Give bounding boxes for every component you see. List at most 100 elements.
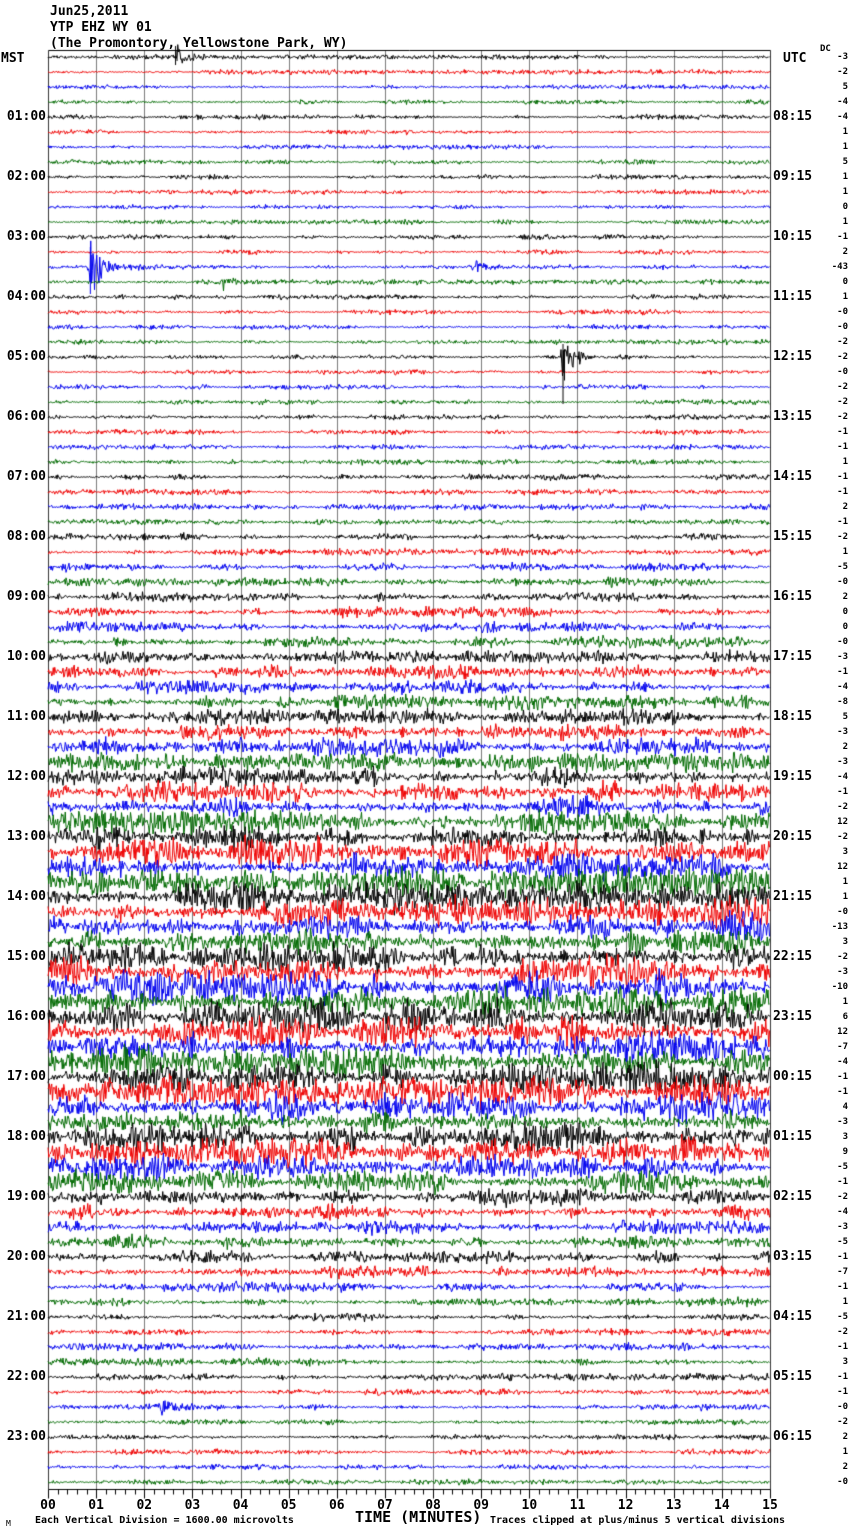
utc-hour-label: 12:15: [773, 349, 813, 364]
minute-tick-label: 14: [714, 1498, 730, 1513]
dc-offset-value: 0: [842, 277, 848, 287]
dc-offset-value: -2: [837, 382, 848, 392]
utc-hour-label: 19:15: [773, 769, 813, 784]
dc-offset-value: 5: [842, 157, 848, 167]
title-date: Jun25,2011: [50, 4, 129, 19]
minute-tick-label: 04: [232, 1498, 249, 1513]
dc-offset-value: 1: [842, 457, 848, 467]
dc-offset-value: -2: [837, 802, 848, 812]
dc-offset-value: -2: [837, 352, 848, 362]
mst-hour-label: 04:00: [6, 289, 46, 304]
mst-hour-label: 13:00: [6, 829, 46, 844]
dc-offset-value: 1: [842, 1297, 848, 1307]
dc-offset-value: -3: [837, 52, 848, 62]
utc-hour-label: 14:15: [773, 469, 813, 484]
dc-offset-value: -2: [837, 532, 848, 542]
dc-offset-value: 0: [842, 607, 848, 617]
dc-offset-value: -0: [837, 1477, 848, 1487]
dc-offset-value: -0: [837, 322, 848, 332]
dc-offset-value: -3: [837, 1222, 848, 1232]
dc-offset-value: -1: [837, 487, 848, 497]
dc-offset-value: -7: [837, 1267, 848, 1277]
mst-hour-label: 09:00: [6, 589, 46, 604]
minute-tick-label: 09: [473, 1498, 490, 1513]
dc-offset-value: 3: [842, 1132, 848, 1142]
utc-hour-label: 23:15: [773, 1009, 813, 1024]
dc-offset-value: 6: [842, 1012, 848, 1022]
dc-offset-value: 1: [842, 217, 848, 227]
minute-tick-label: 13: [665, 1498, 682, 1513]
minute-tick-label: 12: [617, 1498, 634, 1513]
dc-offset-value: 2: [842, 1432, 848, 1442]
minute-tick-label: 01: [88, 1498, 104, 1513]
dc-offset-value: 2: [842, 592, 848, 602]
dc-offset-value: 1: [842, 292, 848, 302]
dc-offset-value: -2: [837, 1192, 848, 1202]
dc-offset-value: -1: [837, 1087, 848, 1097]
dc-offset-value: -5: [837, 562, 848, 572]
dc-offset-value: -4: [837, 97, 848, 107]
dc-offset-value: -1: [837, 517, 848, 527]
mst-hour-label: 01:00: [6, 109, 46, 124]
dc-offset-value: 2: [842, 502, 848, 512]
dc-offset-value: -1: [837, 1372, 848, 1382]
mst-hour-label: 10:00: [6, 649, 46, 664]
utc-hour-label: 16:15: [773, 589, 813, 604]
dc-offset-value: -8: [837, 697, 848, 707]
dc-offset-value: 3: [842, 847, 848, 857]
utc-hour-label: 21:15: [773, 889, 813, 904]
dc-offset-value: -3: [837, 1117, 848, 1127]
mst-hour-label: 11:00: [6, 709, 46, 724]
dc-offset-value: -2: [837, 952, 848, 962]
dc-offset-value: -4: [837, 1207, 848, 1217]
dc-offset-value: 1: [842, 172, 848, 182]
dc-offset-value: 1: [842, 997, 848, 1007]
dc-offset-value: -4: [837, 1057, 848, 1067]
title-location: (The Promontory, Yellowstone Park, WY): [50, 36, 348, 51]
mst-hour-label: 23:00: [6, 1429, 46, 1444]
minute-tick-label: 00: [40, 1498, 56, 1513]
dc-offset-value: 1: [842, 187, 848, 197]
mst-hour-label: 19:00: [6, 1189, 46, 1204]
dc-offset-value: -1: [837, 667, 848, 677]
mst-hour-label: 14:00: [6, 889, 46, 904]
dc-offset-value: 3: [842, 1357, 848, 1367]
minute-tick-label: 11: [569, 1498, 586, 1513]
dc-offset-value: -1: [837, 442, 848, 452]
right-axis-header: UTC: [783, 51, 807, 66]
dc-offset-value: 1: [842, 547, 848, 557]
utc-hour-label: 01:15: [773, 1129, 813, 1144]
dc-offset-value: 3: [842, 937, 848, 947]
title-station: YTP EHZ WY 01: [50, 20, 152, 35]
mst-hour-label: 08:00: [6, 529, 46, 544]
mst-hour-label: 17:00: [6, 1069, 46, 1084]
mst-hour-label: 06:00: [6, 409, 46, 424]
dc-offset-value: 12: [837, 817, 848, 827]
dc-offset-value: -4: [837, 682, 848, 692]
utc-hour-label: 06:15: [773, 1429, 813, 1444]
mst-hour-label: 16:00: [6, 1009, 46, 1024]
dc-offset-value: -0: [837, 307, 848, 317]
utc-hour-label: 22:15: [773, 949, 813, 964]
mst-hour-label: 15:00: [6, 949, 46, 964]
dc-offset-value: -5: [837, 1237, 848, 1247]
dc-offset-value: -4: [837, 772, 848, 782]
dc-offset-value: -1: [837, 472, 848, 482]
utc-hour-label: 18:15: [773, 709, 813, 724]
utc-hour-label: 17:15: [773, 649, 813, 664]
dc-offset-value: -1: [837, 1387, 848, 1397]
dc-offset-value: -2: [837, 412, 848, 422]
mst-hour-label: 18:00: [6, 1129, 46, 1144]
utc-hour-label: 10:15: [773, 229, 813, 244]
dc-offset-value: 4: [842, 1102, 848, 1112]
dc-offset-value: -2: [837, 67, 848, 77]
dc-offset-value: -3: [837, 967, 848, 977]
dc-offset-value: 2: [842, 247, 848, 257]
dc-offset-value: -43: [831, 262, 848, 272]
minute-tick-label: 10: [521, 1498, 538, 1513]
minute-tick-label: 06: [328, 1498, 345, 1513]
dc-offset-value: -1: [837, 1282, 848, 1292]
dc-offset-value: -0: [837, 637, 848, 647]
clip-note: Traces clipped at plus/minus 5 vertical …: [490, 1515, 786, 1526]
